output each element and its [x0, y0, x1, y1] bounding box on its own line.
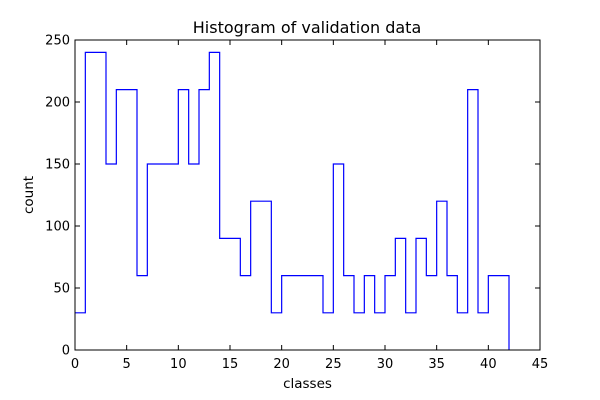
x-tick-label: 40 [480, 357, 497, 372]
x-tick-label: 35 [428, 357, 445, 372]
x-tick-label: 15 [222, 357, 239, 372]
y-tick-label: 100 [45, 220, 70, 235]
y-tick-label: 250 [45, 34, 70, 49]
x-axis-title: classes [283, 376, 332, 392]
x-tick-label: 30 [377, 357, 394, 372]
series-0-step-line [75, 51, 510, 350]
x-tick-label: 25 [325, 357, 342, 372]
ticks-layer: 0 5 10 15 20 25 30 35 40 45 0 50 100 150 200 250 [45, 34, 548, 373]
x-tick-label: 10 [170, 357, 187, 372]
y-tick-label: 200 [45, 96, 70, 111]
x-tick-label: 45 [532, 357, 549, 372]
x-tick-label: 0 [71, 357, 79, 372]
x-tick-label: 5 [123, 357, 131, 372]
y-axis-title: count [21, 176, 37, 214]
chart-title: Histogram of validation data [193, 18, 422, 37]
data-layer [75, 51, 510, 350]
y-tick-label: 0 [62, 344, 70, 359]
y-tick-label: 50 [53, 282, 70, 297]
plot-frame [74, 39, 541, 351]
y-tick-label: 150 [45, 158, 70, 173]
x-tick-label: 20 [273, 357, 290, 372]
